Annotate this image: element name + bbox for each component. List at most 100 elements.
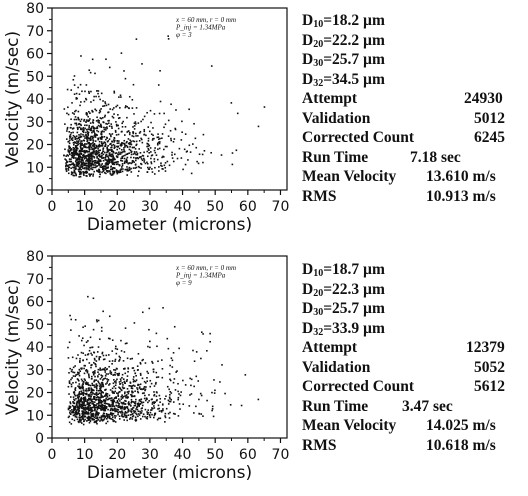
data-point — [129, 385, 132, 387]
data-point — [94, 363, 97, 366]
data-point — [108, 354, 110, 356]
data-point — [104, 371, 107, 373]
data-point — [129, 414, 132, 416]
data-point — [80, 390, 83, 393]
data-point — [117, 163, 119, 165]
data-point — [133, 122, 136, 125]
data-point — [96, 127, 99, 130]
data-point — [124, 125, 127, 128]
data-point — [111, 362, 113, 365]
data-point — [73, 84, 76, 86]
data-point — [133, 128, 136, 130]
data-point — [81, 150, 84, 153]
data-point — [73, 402, 76, 405]
data-point — [108, 66, 111, 69]
data-point — [84, 389, 87, 392]
data-point — [93, 159, 96, 162]
data-point — [164, 398, 166, 400]
data-point — [155, 381, 157, 384]
data-point — [89, 336, 92, 339]
data-point — [117, 153, 120, 156]
data-point — [198, 153, 201, 156]
data-point — [94, 375, 96, 378]
data-point — [102, 166, 104, 169]
data-point — [160, 409, 163, 412]
data-point — [64, 158, 66, 160]
data-point — [137, 391, 140, 394]
data-point — [115, 155, 118, 157]
data-point — [103, 368, 106, 371]
data-point — [83, 156, 85, 158]
data-point — [120, 389, 123, 392]
data-point — [124, 382, 126, 385]
data-point — [100, 374, 103, 377]
plot-annotation: x = 60 mm, r = 0 mm — [175, 264, 236, 272]
data-point — [109, 370, 112, 372]
data-point — [65, 170, 68, 173]
data-point — [211, 405, 214, 408]
data-point — [94, 140, 97, 142]
data-point — [151, 168, 153, 170]
data-point — [94, 161, 96, 164]
data-point — [178, 393, 180, 395]
data-point — [74, 110, 76, 113]
data-point — [116, 348, 119, 351]
data-point — [172, 381, 175, 384]
data-point — [101, 352, 104, 355]
data-point — [112, 391, 115, 393]
data-point — [102, 147, 105, 149]
data-point — [121, 407, 123, 410]
data-point — [181, 120, 183, 123]
data-point — [120, 395, 123, 398]
data-point — [165, 407, 168, 410]
data-point — [68, 145, 71, 148]
data-point — [69, 402, 72, 405]
data-point — [117, 373, 120, 375]
data-point — [171, 154, 173, 156]
data-point — [79, 404, 82, 406]
data-point — [108, 365, 110, 368]
data-point — [67, 113, 70, 116]
data-point — [71, 172, 74, 174]
data-point — [164, 170, 167, 172]
data-point — [80, 422, 83, 424]
data-point — [189, 377, 191, 380]
data-point — [97, 400, 100, 402]
data-point — [107, 145, 109, 147]
data-point — [150, 161, 152, 163]
data-point — [178, 403, 181, 405]
data-point — [74, 389, 77, 392]
data-point — [91, 166, 93, 169]
data-point — [173, 325, 176, 328]
data-point — [83, 411, 85, 413]
data-point — [82, 418, 85, 420]
data-point — [107, 149, 110, 152]
data-point — [131, 161, 134, 164]
data-point — [115, 152, 118, 154]
data-point — [146, 416, 149, 418]
data-point — [76, 126, 79, 129]
data-point — [106, 137, 108, 139]
data-point — [167, 347, 170, 350]
data-point — [103, 165, 105, 167]
data-point — [71, 404, 74, 407]
data-point — [174, 127, 177, 130]
data-point — [104, 369, 106, 372]
data-point — [98, 407, 101, 409]
data-point — [105, 172, 107, 175]
data-point — [111, 405, 114, 408]
data-point — [91, 389, 93, 392]
data-point — [132, 135, 135, 138]
x-tick-label: 20 — [108, 447, 126, 463]
data-point — [87, 411, 89, 414]
data-point — [84, 171, 87, 174]
data-point — [80, 164, 82, 166]
data-point — [90, 173, 93, 176]
data-point — [158, 147, 161, 150]
data-point — [65, 168, 67, 171]
data-point — [135, 157, 137, 159]
data-point — [79, 145, 82, 148]
data-point — [100, 92, 103, 95]
data-point — [74, 122, 76, 125]
data-point — [93, 164, 95, 166]
